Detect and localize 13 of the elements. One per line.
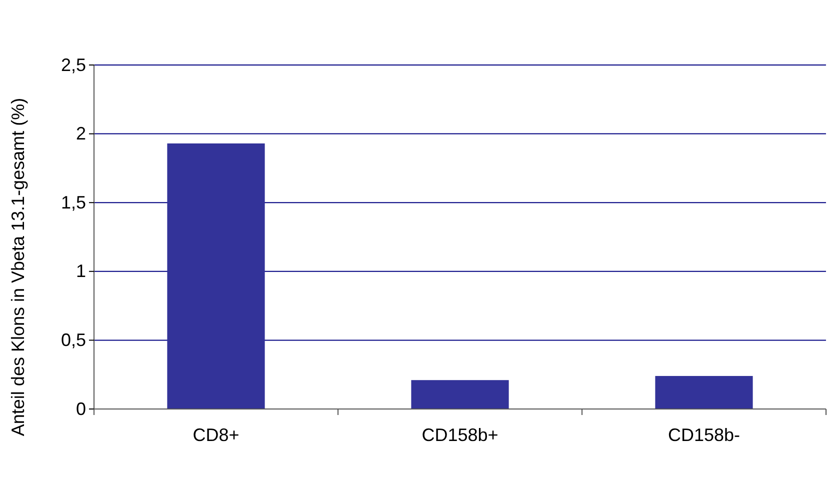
y-tick-label: 2,5 [60,54,86,75]
x-tick-label: CD158b+ [422,424,498,445]
y-tick-label: 1,5 [60,192,86,212]
bar [167,143,265,409]
x-tick-label: CD8+ [192,424,240,445]
y-tick-label: 2 [76,124,86,144]
y-tick-label: 0 [76,398,86,419]
y-axis-title: Anteil des Klons in Vbeta 13.1-gesamt (%) [8,98,28,436]
y-tick-label: 1 [76,261,86,282]
y-tick-label: 0,5 [60,330,86,350]
bar [411,380,509,409]
x-tick-label: CD158b- [668,424,740,445]
bar [655,376,753,409]
